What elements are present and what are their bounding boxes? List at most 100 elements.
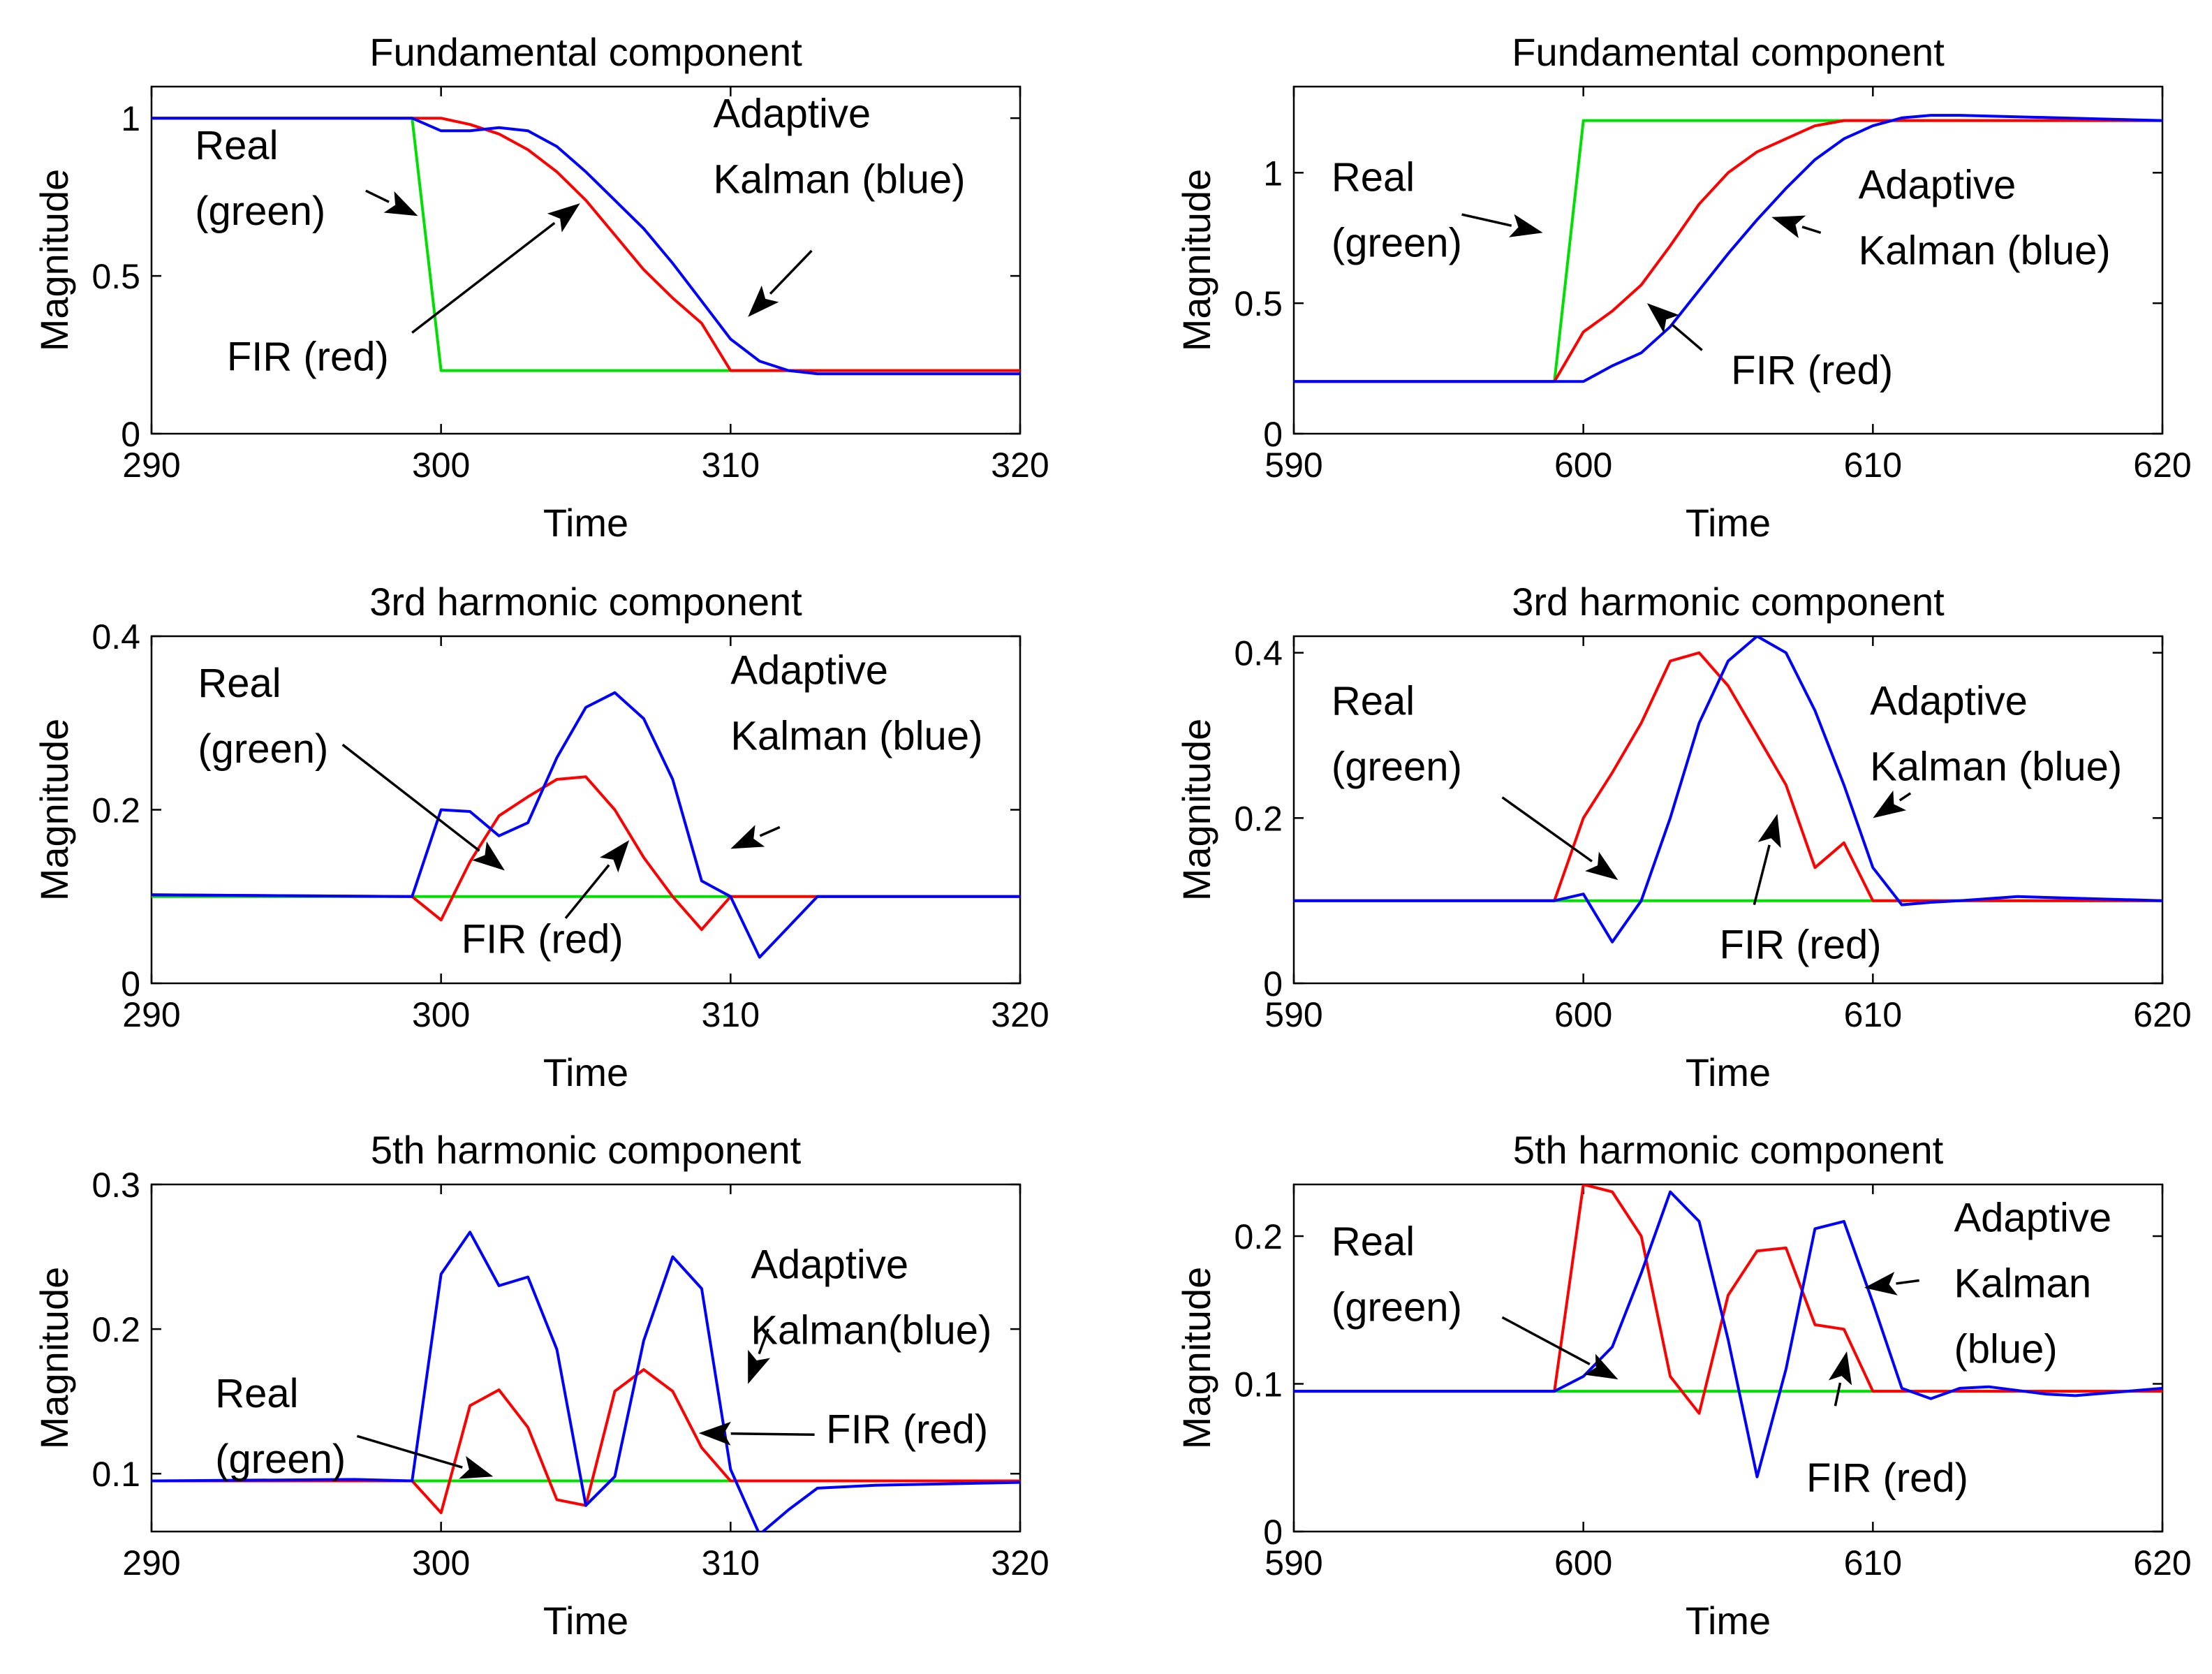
annotation-arrow-head — [459, 1455, 494, 1479]
annotation-text: FIR (red) — [462, 917, 624, 962]
x-tick-label: 310 — [702, 446, 760, 485]
annotation-text: Kalman — [1954, 1261, 2091, 1307]
axes-frame — [150, 85, 1022, 435]
y-tick-label: 0.5 — [91, 257, 140, 296]
annotation-arrow-head — [698, 1421, 731, 1446]
series-line-kalman — [152, 1231, 1020, 1532]
y-axis-label: Magnitude — [32, 719, 76, 902]
x-axis-label: Time — [1686, 501, 1771, 545]
x-tick-label: 300 — [412, 995, 470, 1034]
axes-frame — [1292, 1183, 2164, 1533]
series-line-fir — [1294, 651, 2162, 902]
axes-frame — [150, 1183, 1022, 1533]
x-axis-label: Time — [543, 501, 628, 545]
y-tick-label: 0 — [1263, 964, 1283, 1004]
y-axis-label: Magnitude — [1174, 169, 1218, 352]
annotation-arrow — [564, 864, 610, 919]
y-tick-label: 0 — [121, 964, 140, 1004]
chart-6: 5th harmonic component 590 600 610 620 0 0.1 0.… — [1174, 1128, 2192, 1643]
y-tick-label: 0.3 — [91, 1166, 140, 1205]
x-tick-label: 310 — [702, 995, 760, 1034]
x-tick-label: 320 — [991, 446, 1049, 485]
y-axis-label: Magnitude — [1174, 1267, 1218, 1450]
annotation-arrow — [341, 743, 480, 852]
x-axis-label: Time — [543, 1599, 628, 1643]
annotation-arrow-head — [748, 1349, 771, 1384]
series-group — [152, 691, 1020, 959]
annotation-text: FIR (red) — [1731, 348, 1893, 393]
annotation-arrow — [365, 189, 390, 203]
annotation-arrow — [1753, 844, 1771, 906]
axes-frame — [1292, 635, 2164, 985]
y-tick-label: 1 — [1263, 154, 1283, 193]
annotation-arrow-head — [547, 203, 580, 233]
y-tick-label: 0.4 — [1234, 634, 1283, 673]
annotation-text: Kalman (blue) — [1859, 228, 2111, 274]
annotation-arrow-head — [1828, 1351, 1852, 1386]
chart-title: 5th harmonic component — [371, 1128, 802, 1172]
annotation-text: Adaptive — [1870, 678, 2028, 724]
annotation-text: Kalman (blue) — [1870, 744, 2122, 789]
annotation-text: Real — [1332, 154, 1415, 200]
x-tick-label: 620 — [2133, 995, 2191, 1034]
annotation-arrow-head — [1509, 214, 1543, 237]
annotation-text: Kalman(blue) — [751, 1308, 991, 1353]
chart-2: Fundamental component 590 600 610 620 0 0.5 1 Ti… — [1174, 30, 2192, 545]
x-tick-label: 610 — [1844, 1543, 1902, 1583]
series-group — [152, 1231, 1020, 1532]
annotation-arrow-head — [1584, 1353, 1619, 1380]
annotation-arrow — [1834, 1382, 1842, 1407]
annotation-arrow — [1501, 1316, 1591, 1365]
x-tick-label: 600 — [1554, 1543, 1612, 1583]
annotation-arrow-head — [1873, 790, 1907, 818]
annotation-text: (green) — [1332, 1285, 1462, 1330]
x-tick-label: 320 — [991, 1543, 1049, 1583]
x-axis-label: Time — [1686, 1050, 1771, 1094]
y-tick-label: 0.1 — [91, 1455, 140, 1494]
series-line-kalman — [1294, 636, 2162, 944]
x-tick-label: 290 — [122, 995, 180, 1034]
y-tick-label: 0.2 — [1234, 1217, 1283, 1256]
annotation-text: FIR (red) — [1806, 1455, 1968, 1501]
annotation-text: Real — [215, 1371, 298, 1416]
annotation-arrow-head — [472, 841, 505, 871]
annotation-arrow-head — [1771, 215, 1806, 238]
annotation-arrow-head — [730, 825, 765, 849]
annotation-text: (green) — [195, 189, 325, 234]
chart-title: 5th harmonic component — [1513, 1128, 1944, 1172]
annotation-text: Real — [198, 661, 281, 706]
series-line-fir — [1294, 119, 2162, 383]
annotation-arrow — [759, 825, 781, 837]
annotation-arrow-head — [1646, 303, 1679, 333]
series-group — [152, 117, 1020, 376]
annotation-arrow — [1461, 213, 1512, 227]
y-tick-label: 0.4 — [91, 617, 140, 656]
annotation-text: (green) — [1332, 744, 1462, 789]
x-tick-label: 300 — [412, 1543, 470, 1583]
x-tick-label: 600 — [1554, 446, 1612, 485]
x-tick-label: 320 — [991, 995, 1049, 1034]
axes-frame — [1292, 85, 2164, 435]
annotation-text: Kalman (blue) — [730, 713, 982, 758]
series-line-fir — [1294, 1184, 2162, 1415]
annotation-text: FIR (red) — [1720, 923, 1882, 968]
y-axis-label: Magnitude — [32, 169, 76, 352]
annotation-arrow — [1898, 792, 1912, 802]
y-tick-label: 0 — [121, 415, 140, 454]
y-tick-label: 0 — [1263, 1513, 1283, 1552]
x-tick-label: 610 — [1844, 446, 1902, 485]
series-group — [1294, 114, 2162, 383]
chart-1: Fundamental component 290 300 310 320 0 0.5 1 Ti… — [32, 30, 1049, 545]
y-tick-label: 0.2 — [91, 1310, 140, 1349]
annotation-arrow — [1670, 323, 1703, 351]
annotation-text: (green) — [198, 726, 328, 772]
annotation-text: Kalman (blue) — [713, 157, 965, 203]
annotation-text: Adaptive — [751, 1242, 908, 1288]
annotation-arrow — [356, 1434, 463, 1469]
x-axis-label: Time — [1686, 1599, 1771, 1643]
annotation-arrow-head — [1864, 1272, 1898, 1295]
x-tick-label: 610 — [1844, 995, 1902, 1034]
series-line-kalman — [1294, 1190, 2162, 1478]
y-tick-label: 0.5 — [1234, 284, 1283, 323]
annotation-text: (green) — [1332, 220, 1462, 265]
